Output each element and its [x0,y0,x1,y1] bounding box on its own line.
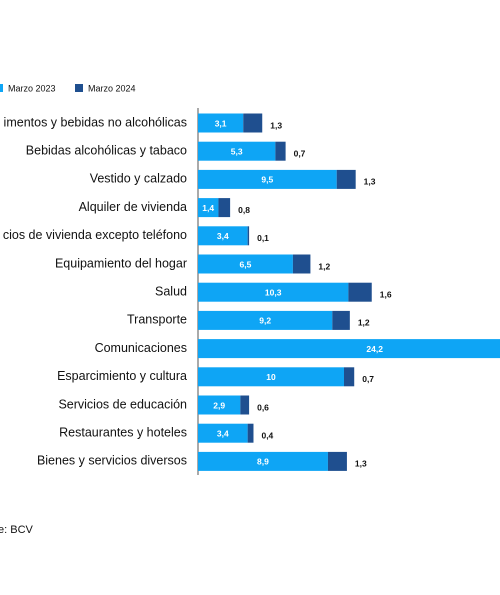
category-label: Restaurantes y hoteles [59,425,187,439]
bar-segment [198,423,248,443]
value-label: 1,2 [358,318,370,328]
bar-segment [344,367,355,387]
bar-segment [198,339,500,359]
bar-segment [218,198,231,218]
legend-label: Marzo 2024 [88,83,136,93]
value-label: 3,4 [217,428,229,438]
value-label: 0,8 [238,205,250,215]
bar-segment [275,141,286,161]
category-label: Servicios de educación [58,397,187,411]
legend-swatch [0,84,3,92]
value-label: 0,7 [362,374,374,384]
value-label: 24,2 [366,344,383,354]
category-label: Salud [155,284,187,298]
bar-segment [240,395,250,415]
value-label: 1,3 [270,120,282,130]
bar-segment [198,367,344,387]
bar-segment [198,198,219,218]
bar-segment [198,113,244,133]
value-label: 8,9 [257,457,269,467]
value-label: 0,4 [261,430,273,440]
category-label: Bienes y servicios diversos [37,454,187,468]
category-label: Transporte [127,313,187,327]
bar-segment [327,451,347,471]
category-label: Comunicaciones [95,341,187,355]
value-label: 1,4 [202,203,214,213]
bar-segment [198,141,276,161]
category-label: cios de vivienda excepto teléfono [3,228,187,242]
value-label: 6,5 [240,259,252,269]
value-label: 1,2 [318,261,330,271]
value-label: 10,3 [265,287,282,297]
category-label: Vestido y calzado [90,172,187,186]
value-label: 9,2 [259,316,271,326]
bar-segment [198,451,328,471]
category-label: Alquiler de vivienda [79,200,187,214]
bar-segment [348,282,372,302]
value-label: 9,5 [261,175,273,185]
bar-segment [292,254,311,274]
legend-swatch [75,84,83,92]
bar-segment [198,395,241,415]
value-label: 1,6 [380,289,392,299]
value-label: 2,9 [213,400,225,410]
value-label: 1,3 [355,459,367,469]
value-label: 1,3 [364,177,376,187]
bar-segment [198,226,248,246]
value-label: 0,7 [294,148,306,158]
category-label: Equipamiento del hogar [55,256,187,270]
bar-segment [198,254,293,274]
value-label: 3,1 [215,118,227,128]
bar-segment [198,169,337,189]
source: e: BCV [0,524,34,536]
bar-segment [198,310,333,330]
value-label: 5,3 [231,146,243,156]
value-label: 10 [266,372,276,382]
bar-segment [243,113,263,133]
bar-segment [332,310,350,330]
bar-segment [247,423,254,443]
bar-segment [198,282,349,302]
category-label: Bebidas alcohólicas y tabaco [26,143,187,157]
legend-label: Marzo 2023 [8,83,56,93]
category-label: Esparcimiento y cultura [57,369,187,383]
category-label: imentos y bebidas no alcohólicas [4,115,187,129]
bar-segment [247,226,250,246]
value-label: 3,4 [217,231,229,241]
value-label: 0,1 [257,233,269,243]
bar-segment [336,169,356,189]
value-label: 0,6 [257,402,269,412]
